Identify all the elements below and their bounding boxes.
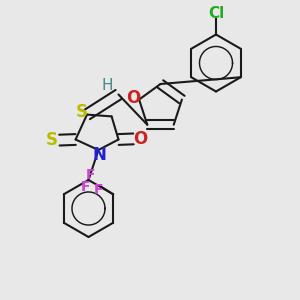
Text: F: F xyxy=(85,168,95,182)
Text: O: O xyxy=(127,89,141,107)
Text: O: O xyxy=(133,130,148,148)
Text: N: N xyxy=(92,146,106,164)
Text: F: F xyxy=(80,180,90,194)
Text: S: S xyxy=(76,103,88,121)
Text: Cl: Cl xyxy=(208,6,224,21)
Text: S: S xyxy=(46,131,58,149)
Text: F: F xyxy=(93,183,103,197)
Text: H: H xyxy=(101,78,113,93)
